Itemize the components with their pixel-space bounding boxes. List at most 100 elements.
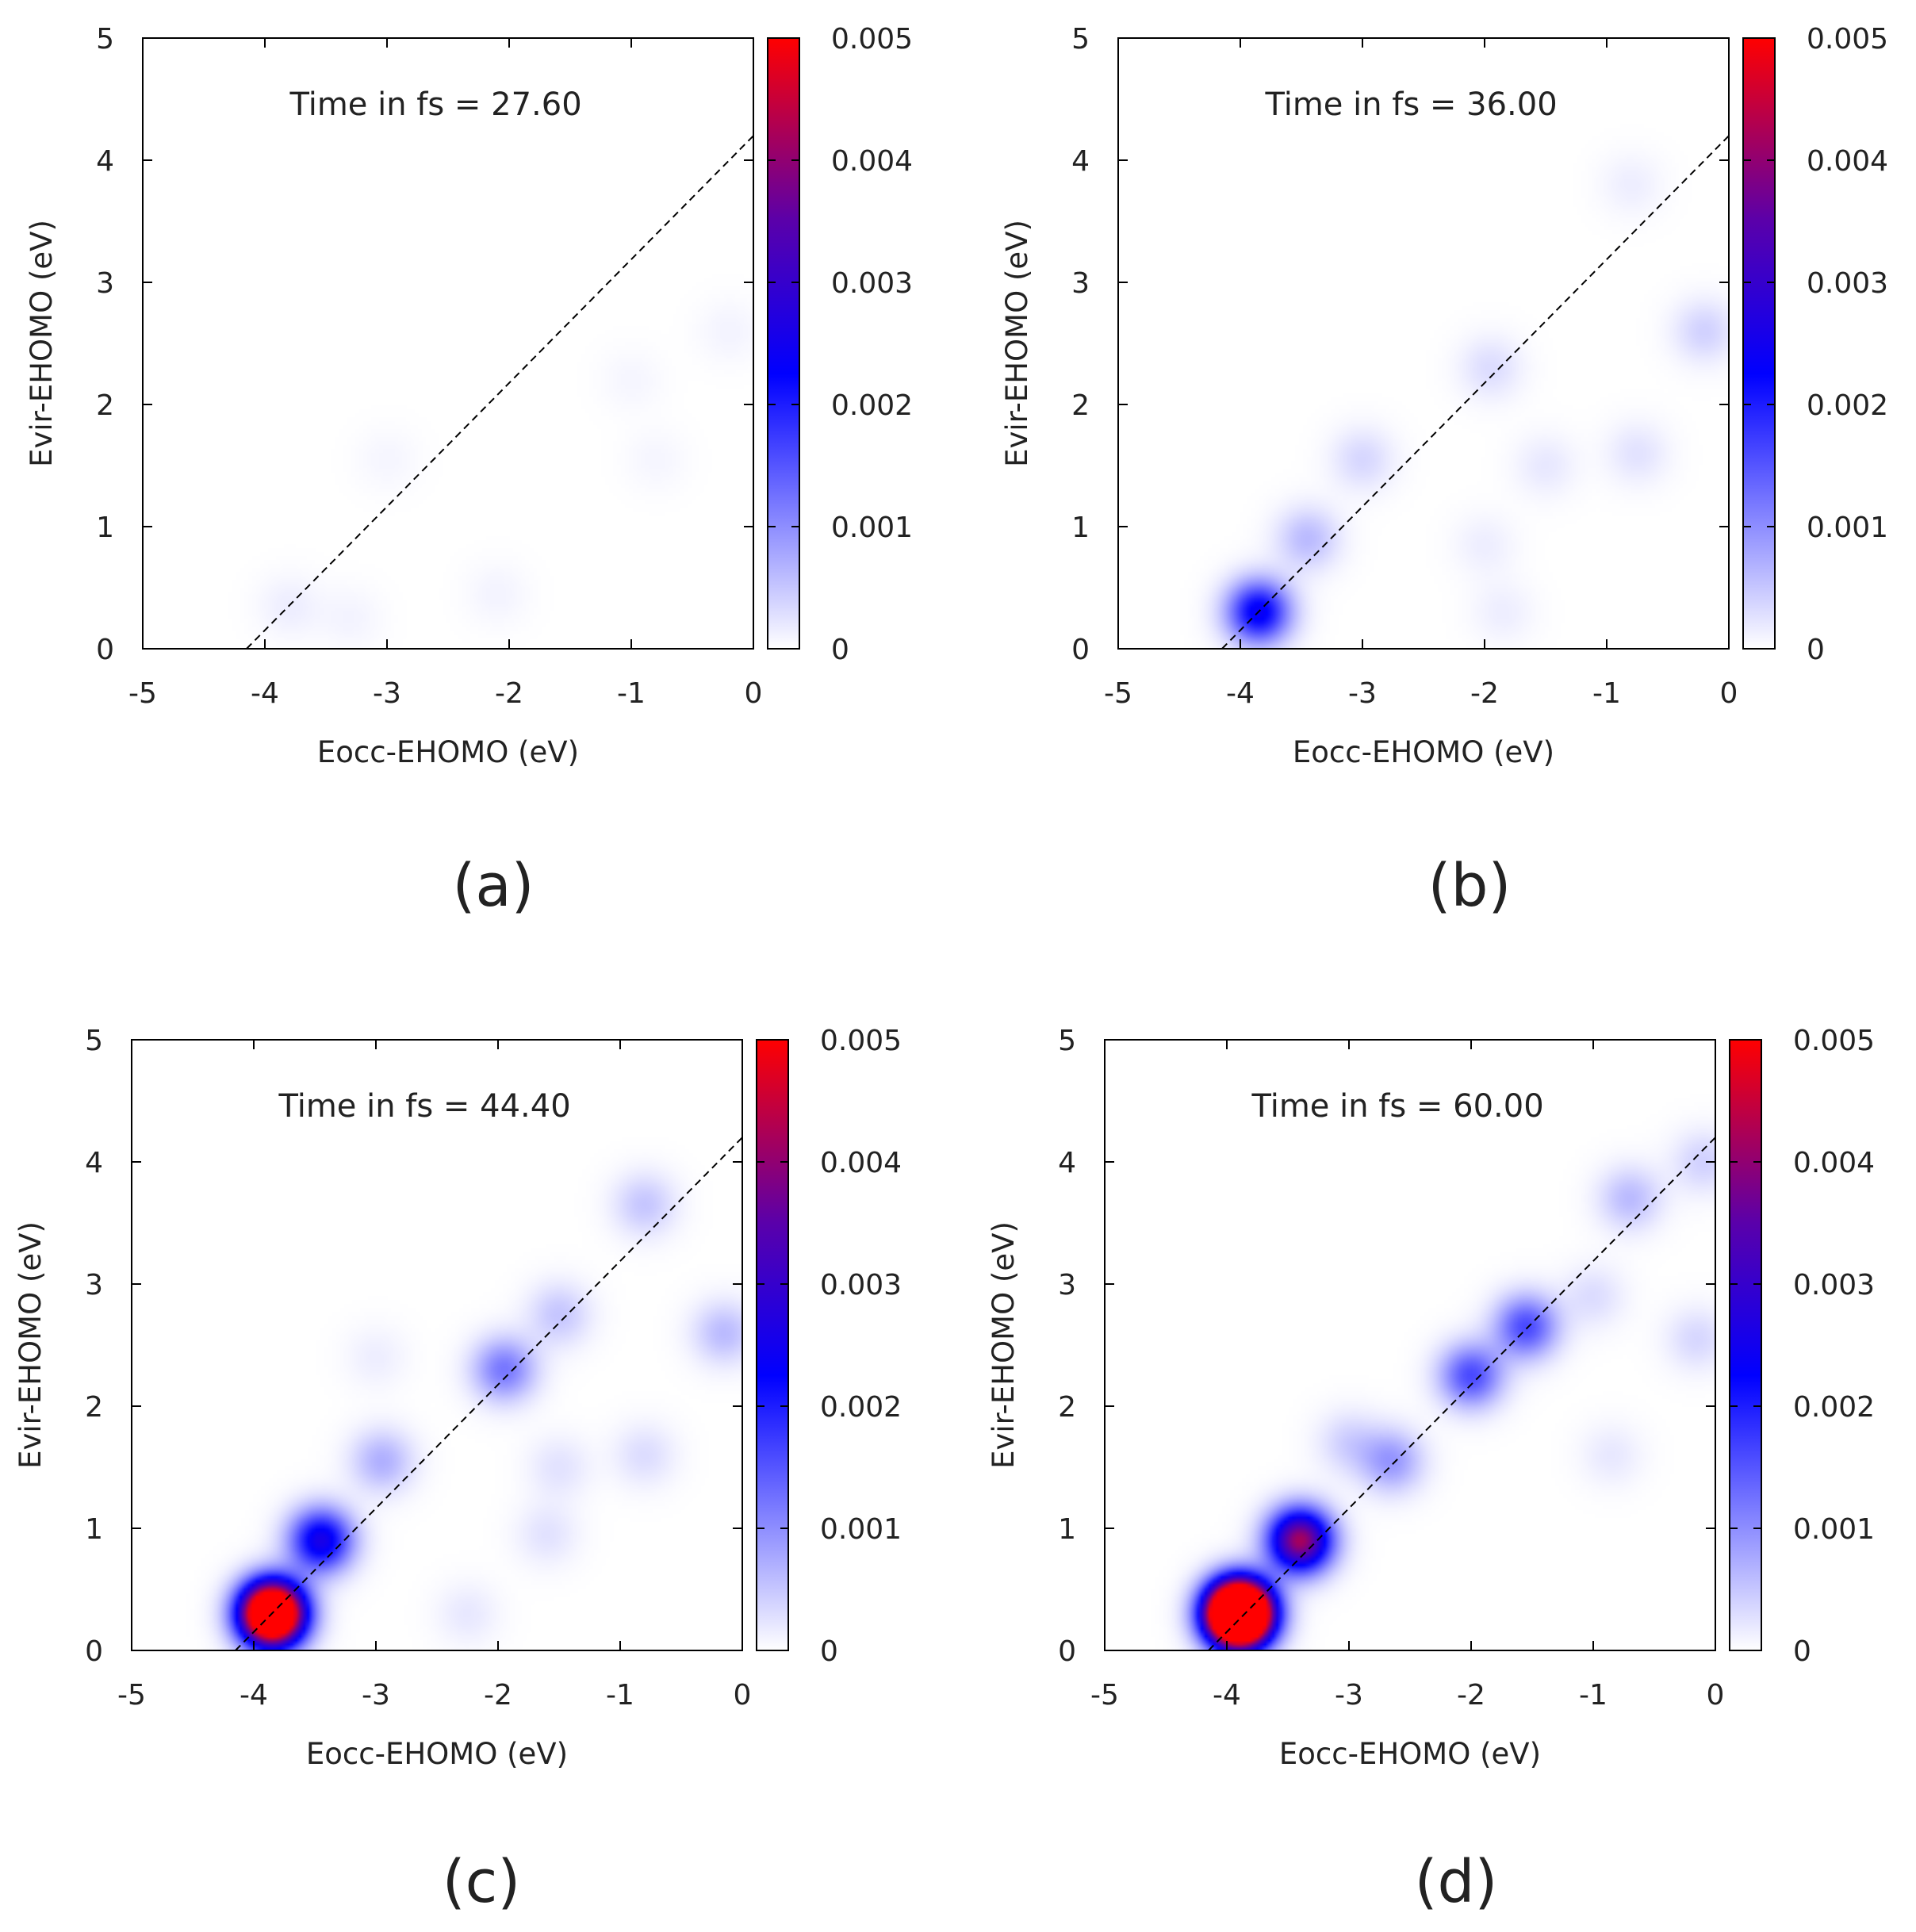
colorbar-tick-label-c-3: 0.003 — [820, 1269, 902, 1301]
colorbar-b — [1742, 37, 1776, 650]
x-tick-label-c-5: 0 — [734, 1679, 752, 1712]
time-annotation-c: Time in fs = 44.40 — [278, 1088, 571, 1125]
x-tick-label-b-2: -3 — [1348, 677, 1377, 710]
y-axis-label-a: Evir-EHOMO (eV) — [25, 220, 59, 467]
time-annotation-d: Time in fs = 60.00 — [1251, 1088, 1544, 1125]
x-tick-label-d-2: -3 — [1335, 1679, 1363, 1712]
colorbar-tick-label-b-1: 0.001 — [1807, 512, 1888, 544]
y-tick-label-b-5: 5 — [1071, 23, 1090, 56]
diagonal-line-a — [246, 135, 754, 650]
y-axis-label-c: Evir-EHOMO (eV) — [13, 1221, 48, 1469]
colorbar-tick-label-b-4: 0.004 — [1807, 145, 1888, 178]
x-tick-label-d-5: 0 — [1707, 1679, 1725, 1712]
x-axis-label-b: Eocc-EHOMO (eV) — [1293, 735, 1554, 769]
colorbar-tick-label-d-2: 0.002 — [1793, 1391, 1875, 1424]
y-tick-label-b-1: 1 — [1071, 512, 1090, 544]
x-tick-label-a-0: -5 — [128, 677, 157, 710]
y-tick-label-d-3: 3 — [1058, 1269, 1076, 1301]
panel-caption-b: (b) — [1428, 852, 1512, 920]
y-axis-label-d: Evir-EHOMO (eV) — [987, 1221, 1021, 1469]
colorbar-tick-label-d-0: 0 — [1793, 1635, 1811, 1668]
time-annotation-a: Time in fs = 27.60 — [289, 86, 582, 123]
diagonal-line-d — [1208, 1137, 1716, 1651]
panel-b: -5 -4 -3 -2 -1 0 0 1 2 3 4 5 Eocc-EHOMO (eV) Evir-EHO… — [1000, 23, 1888, 769]
x-tick-label-d-1: -4 — [1213, 1679, 1241, 1712]
x-tick-label-d-0: -5 — [1090, 1679, 1119, 1712]
y-tick-label-c-0: 0 — [85, 1635, 103, 1668]
x-tick-label-c-2: -3 — [362, 1679, 390, 1712]
x-tick-label-d-3: -2 — [1457, 1679, 1485, 1712]
colorbar-a — [767, 37, 800, 650]
colorbar-tick-label-a-3: 0.003 — [831, 267, 913, 300]
heatmap-image-d — [1105, 1040, 1715, 1650]
colorbar-tick-label-a-5: 0.005 — [831, 23, 913, 56]
colorbar-tick-label-b-5: 0.005 — [1807, 23, 1888, 56]
x-tick-label-c-4: -1 — [606, 1679, 634, 1712]
y-tick-label-a-1: 1 — [96, 512, 114, 544]
colorbar-tick-label-c-2: 0.002 — [820, 1391, 902, 1424]
x-tick-label-c-3: -2 — [484, 1679, 512, 1712]
y-tick-label-a-3: 3 — [96, 267, 114, 300]
x-tick-label-a-4: -1 — [617, 677, 646, 710]
x-tick-label-b-3: -2 — [1470, 677, 1499, 710]
panel-a: -5 -4 -3 -2 -1 0 0 1 2 3 4 5 Eocc-EHOMO (eV) Evir-EHO… — [25, 23, 913, 769]
y-tick-label-d-2: 2 — [1058, 1391, 1076, 1424]
y-tick-label-c-3: 3 — [85, 1269, 103, 1301]
y-tick-label-b-3: 3 — [1071, 267, 1090, 300]
x-tick-label-a-3: -2 — [495, 677, 523, 710]
y-tick-label-a-4: 4 — [96, 145, 114, 178]
colorbar-tick-label-d-1: 0.001 — [1793, 1513, 1875, 1546]
x-axis-label-a: Eocc-EHOMO (eV) — [317, 735, 579, 769]
y-tick-label-a-0: 0 — [96, 634, 114, 666]
heatmap-image-b — [1118, 38, 1729, 649]
x-tick-label-a-2: -3 — [373, 677, 401, 710]
y-tick-label-a-5: 5 — [96, 23, 114, 56]
panel-caption-c: (c) — [443, 1848, 520, 1916]
diagonal-line-b — [1221, 135, 1730, 650]
colorbar-tick-label-a-2: 0.002 — [831, 389, 913, 422]
panel-caption-a: (a) — [452, 852, 534, 920]
x-tick-label-c-0: -5 — [117, 1679, 146, 1712]
x-axis-label-d: Eocc-EHOMO (eV) — [1279, 1737, 1541, 1771]
heatmap-image-a — [143, 38, 753, 649]
x-tick-label-d-4: -1 — [1579, 1679, 1608, 1712]
colorbar-tick-label-c-0: 0 — [820, 1635, 838, 1668]
y-tick-label-d-0: 0 — [1058, 1635, 1076, 1668]
y-tick-label-d-4: 4 — [1058, 1147, 1076, 1179]
x-tick-label-b-5: 0 — [1720, 677, 1738, 710]
plot-frame-d — [1104, 1039, 1716, 1651]
plot-frame-b — [1117, 37, 1730, 650]
colorbar-tick-label-d-4: 0.004 — [1793, 1147, 1875, 1179]
y-tick-label-c-5: 5 — [85, 1025, 103, 1057]
plot-frame-a — [142, 37, 754, 650]
time-annotation-b: Time in fs = 36.00 — [1265, 86, 1558, 123]
x-tick-label-a-1: -4 — [251, 677, 279, 710]
colorbar-tick-label-a-1: 0.001 — [831, 512, 913, 544]
diagonal-line-c — [235, 1137, 743, 1651]
colorbar-d — [1729, 1039, 1762, 1651]
x-tick-label-b-4: -1 — [1592, 677, 1621, 710]
y-tick-label-d-1: 1 — [1058, 1513, 1076, 1546]
x-tick-label-b-0: -5 — [1104, 677, 1132, 710]
colorbar-tick-label-b-3: 0.003 — [1807, 267, 1888, 300]
panel-d: -5 -4 -3 -2 -1 0 0 1 2 3 4 5 Eocc-EHOMO (eV) Evir-EHO… — [987, 1025, 1875, 1771]
colorbar-tick-label-d-5: 0.005 — [1793, 1025, 1875, 1057]
y-tick-label-b-2: 2 — [1071, 389, 1090, 422]
heatmap-image-c — [132, 1040, 742, 1650]
y-tick-label-b-4: 4 — [1071, 145, 1090, 178]
x-tick-label-c-1: -4 — [240, 1679, 268, 1712]
colorbar-tick-label-d-3: 0.003 — [1793, 1269, 1875, 1301]
colorbar-tick-label-c-4: 0.004 — [820, 1147, 902, 1179]
y-axis-label-b: Evir-EHOMO (eV) — [1000, 220, 1034, 467]
colorbar-tick-label-a-0: 0 — [831, 634, 849, 666]
x-axis-label-c: Eocc-EHOMO (eV) — [306, 1737, 568, 1771]
y-tick-label-b-0: 0 — [1071, 634, 1090, 666]
y-tick-label-d-5: 5 — [1058, 1025, 1076, 1057]
y-tick-label-c-4: 4 — [85, 1147, 103, 1179]
plot-frame-c — [131, 1039, 743, 1651]
panel-c: -5 -4 -3 -2 -1 0 0 1 2 3 4 5 Eocc-EHOMO (eV) Evir-EHO… — [13, 1025, 902, 1771]
colorbar-tick-label-a-4: 0.004 — [831, 145, 913, 178]
x-tick-label-b-1: -4 — [1226, 677, 1255, 710]
y-tick-label-c-1: 1 — [85, 1513, 103, 1546]
